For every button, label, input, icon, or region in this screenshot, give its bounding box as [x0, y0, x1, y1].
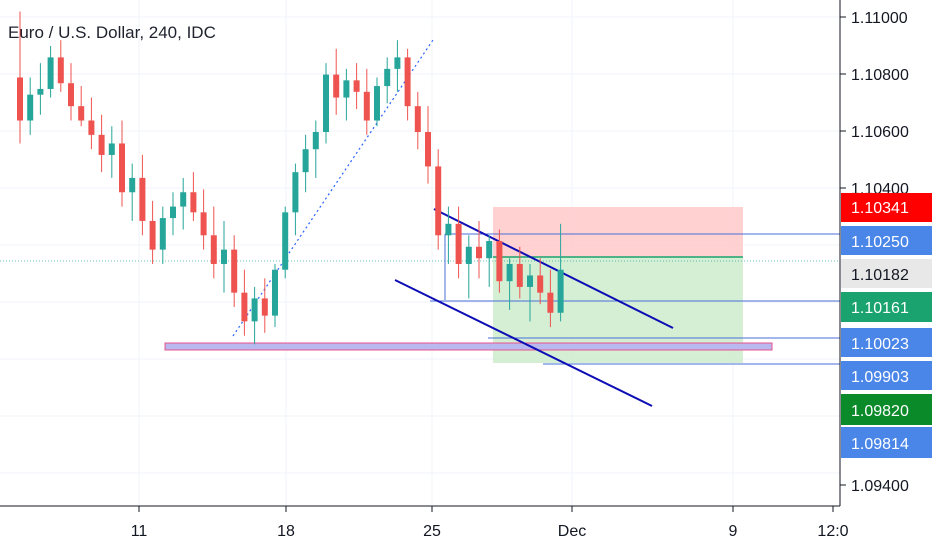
candle-body-22[interactable]: [241, 292, 248, 322]
stop-loss-zone[interactable]: [493, 207, 743, 257]
candle-body-37[interactable]: [394, 57, 401, 69]
x-tick-11: 11: [131, 523, 148, 540]
price-badge-1.09903: 1.09903: [841, 361, 932, 390]
channel-lower-line[interactable]: [394, 279, 653, 407]
candle-body-48[interactable]: [506, 263, 513, 282]
candle-body-20[interactable]: [221, 249, 227, 264]
svg-text:1.10182: 1.10182: [851, 267, 909, 284]
x-tick-9: 9: [729, 523, 738, 540]
svg-text:1.09820: 1.09820: [851, 403, 909, 420]
candle-body-28[interactable]: [302, 149, 309, 173]
price-badge-1.09814: 1.09814: [841, 427, 932, 458]
x-tick-18: 18: [277, 523, 295, 540]
candle-body-46[interactable]: [486, 241, 493, 259]
candle-body-42[interactable]: [445, 223, 452, 236]
candle-body-10[interactable]: [119, 143, 125, 193]
candle-body-7[interactable]: [88, 120, 95, 135]
candle-body-34[interactable]: [363, 91, 370, 121]
x-tick-12: 12:0: [817, 523, 848, 540]
candle-body-52[interactable]: [547, 292, 554, 313]
candle-body-24[interactable]: [261, 298, 268, 316]
x-tick-dec: Dec: [558, 523, 586, 540]
candle-body-38[interactable]: [404, 57, 411, 107]
candle-body-3[interactable]: [47, 57, 54, 89]
candle-body-21[interactable]: [231, 249, 238, 293]
candle-body-9[interactable]: [108, 143, 115, 155]
candle-body-0[interactable]: [17, 77, 23, 121]
y-tick-1.10600: 1.10600: [851, 124, 909, 141]
candle-body-25[interactable]: [272, 269, 278, 316]
candles[interactable]: [17, 11, 564, 345]
title-legend: Euro / U.S. Dollar, 240, IDC: [8, 23, 216, 42]
svg-text:1.09903: 1.09903: [851, 369, 909, 386]
y-tick-1.11000: 1.11000: [851, 10, 908, 27]
candle-body-14[interactable]: [159, 218, 166, 250]
candle-body-32[interactable]: [343, 80, 350, 98]
svg-text:1.10250: 1.10250: [851, 234, 909, 251]
candle-body-27[interactable]: [292, 172, 299, 213]
candle-body-35[interactable]: [374, 86, 380, 121]
price-level-lines: [0, 233, 840, 365]
chart-title: Euro / U.S. Dollar, 240, IDC: [8, 23, 216, 42]
channel-upper-line[interactable]: [433, 208, 674, 329]
candle-body-33[interactable]: [353, 80, 360, 92]
candle-body-44[interactable]: [465, 246, 472, 264]
svg-text:1.10023: 1.10023: [851, 336, 909, 353]
time-axis[interactable]: 11 18 25 Dec 9 12:0: [131, 506, 849, 540]
candle-body-31[interactable]: [333, 74, 340, 98]
candle-body-40[interactable]: [425, 131, 431, 167]
svg-text:1.10341: 1.10341: [851, 200, 909, 217]
candle-body-47[interactable]: [496, 241, 503, 282]
price-badge-1.09820: 1.09820: [841, 394, 932, 425]
x-tick-25: 25: [423, 523, 441, 540]
price-badge-1.10250: 1.10250: [841, 226, 932, 255]
candle-body-50[interactable]: [527, 275, 533, 287]
candle-body-39[interactable]: [414, 106, 421, 132]
svg-text:1.09814: 1.09814: [851, 436, 909, 453]
candle-body-51[interactable]: [537, 275, 544, 293]
candle-body-5[interactable]: [68, 83, 74, 107]
support-zone[interactable]: [164, 342, 773, 351]
price-badge-1.10182: 1.10182: [841, 259, 932, 288]
y-tick-1.09400: 1.09400: [851, 478, 909, 495]
candle-body-16[interactable]: [180, 192, 187, 207]
candle-body-12[interactable]: [139, 177, 146, 221]
candle-body-4[interactable]: [57, 57, 64, 84]
candle-body-53[interactable]: [557, 269, 564, 313]
y-tick-1.10800: 1.10800: [851, 67, 909, 84]
price-badge-1.10161: 1.10161: [841, 292, 932, 322]
candle-body-49[interactable]: [516, 263, 523, 287]
price-axis[interactable]: 1.11000 1.10800 1.10600 1.10400 1.09400 …: [0, 0, 932, 507]
candle-body-8[interactable]: [98, 134, 105, 155]
candle-body-11[interactable]: [129, 177, 136, 193]
candle-body-2[interactable]: [37, 88, 44, 95]
candle-body-36[interactable]: [384, 68, 391, 87]
candle-body-15[interactable]: [170, 206, 176, 219]
price-badge-1.10023: 1.10023: [841, 328, 932, 357]
candle-body-6[interactable]: [78, 106, 85, 121]
candle-body-45[interactable]: [476, 246, 482, 259]
candle-body-23[interactable]: [251, 298, 258, 322]
candle-body-19[interactable]: [210, 235, 217, 264]
candle-body-30[interactable]: [323, 74, 329, 132]
svg-text:1.10161: 1.10161: [851, 300, 909, 317]
candle-body-43[interactable]: [455, 223, 462, 264]
candle-body-17[interactable]: [190, 192, 197, 213]
candle-body-13[interactable]: [149, 220, 156, 250]
candle-body-26[interactable]: [282, 212, 289, 270]
price-badge-1.10341: 1.10341: [841, 193, 932, 222]
candle-body-41[interactable]: [435, 166, 442, 236]
candle-body-1[interactable]: [27, 94, 34, 121]
candle-body-29[interactable]: [312, 131, 319, 150]
candle-body-18[interactable]: [200, 212, 207, 236]
